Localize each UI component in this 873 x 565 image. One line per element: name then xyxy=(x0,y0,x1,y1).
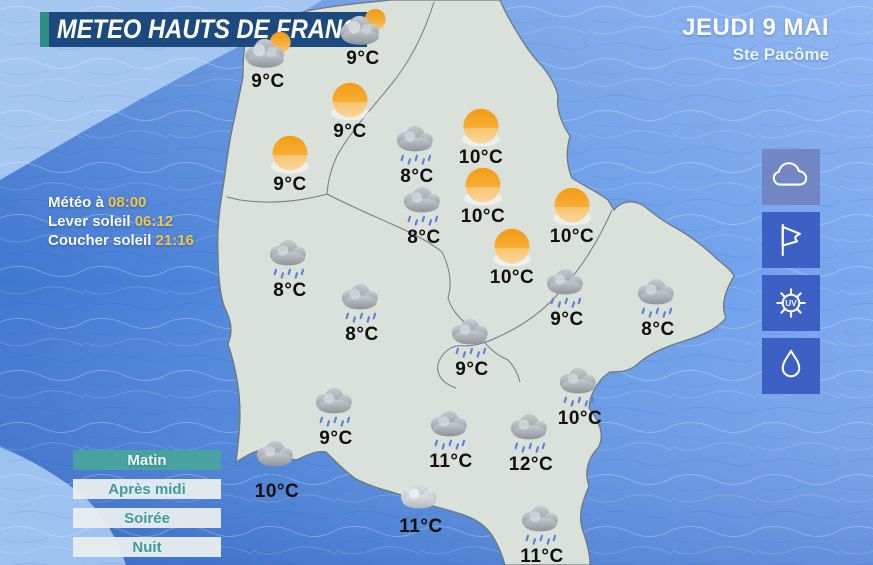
sunset-label: Coucher soleil xyxy=(48,232,152,249)
sun-info: Météo à 08:00 Lever soleil 06:12 Coucher… xyxy=(48,193,194,250)
cloud-icon xyxy=(772,162,808,186)
title-banner: METEO HAUTS DE FRANCE xyxy=(40,12,375,47)
soiree-button[interactable]: Soirée xyxy=(73,508,221,528)
page-title: METEO HAUTS DE FRANCE xyxy=(56,14,376,44)
wind-button[interactable] xyxy=(762,212,820,268)
layer-buttons: UV xyxy=(762,149,820,401)
uv-icon: UV xyxy=(776,288,806,318)
sunrise-label: Lever soleil xyxy=(48,213,131,230)
forecast-time-row: Météo à 08:00 xyxy=(48,193,194,212)
droplet-icon xyxy=(781,349,801,378)
date-box: JEUDI 9 MAI Ste Pacôme xyxy=(682,14,829,65)
flag-icon xyxy=(781,223,801,257)
uv-button[interactable]: UV xyxy=(762,275,820,331)
humidity-button[interactable] xyxy=(762,338,820,394)
forecast-time-label: Météo à xyxy=(48,194,104,211)
date-label: JEUDI 9 MAI xyxy=(682,14,829,41)
normandy-landmass xyxy=(0,447,126,565)
time-of-day-buttons: Matin Après midi Soirée Nuit xyxy=(73,450,221,565)
sunrise-row: Lever soleil 06:12 xyxy=(48,212,194,231)
matin-button[interactable]: Matin xyxy=(73,450,221,470)
forecast-time-value: 08:00 xyxy=(108,194,147,211)
sunset-row: Coucher soleil 21:16 xyxy=(48,231,194,250)
apres-midi-button[interactable]: Après midi xyxy=(73,479,221,499)
uv-label: UV xyxy=(785,299,797,308)
sunset-value: 21:16 xyxy=(155,232,194,249)
cloud-layer-button[interactable] xyxy=(762,149,820,205)
saint-label: Ste Pacôme xyxy=(732,45,829,64)
nuit-button[interactable]: Nuit xyxy=(73,537,221,557)
sunrise-value: 06:12 xyxy=(134,213,174,230)
